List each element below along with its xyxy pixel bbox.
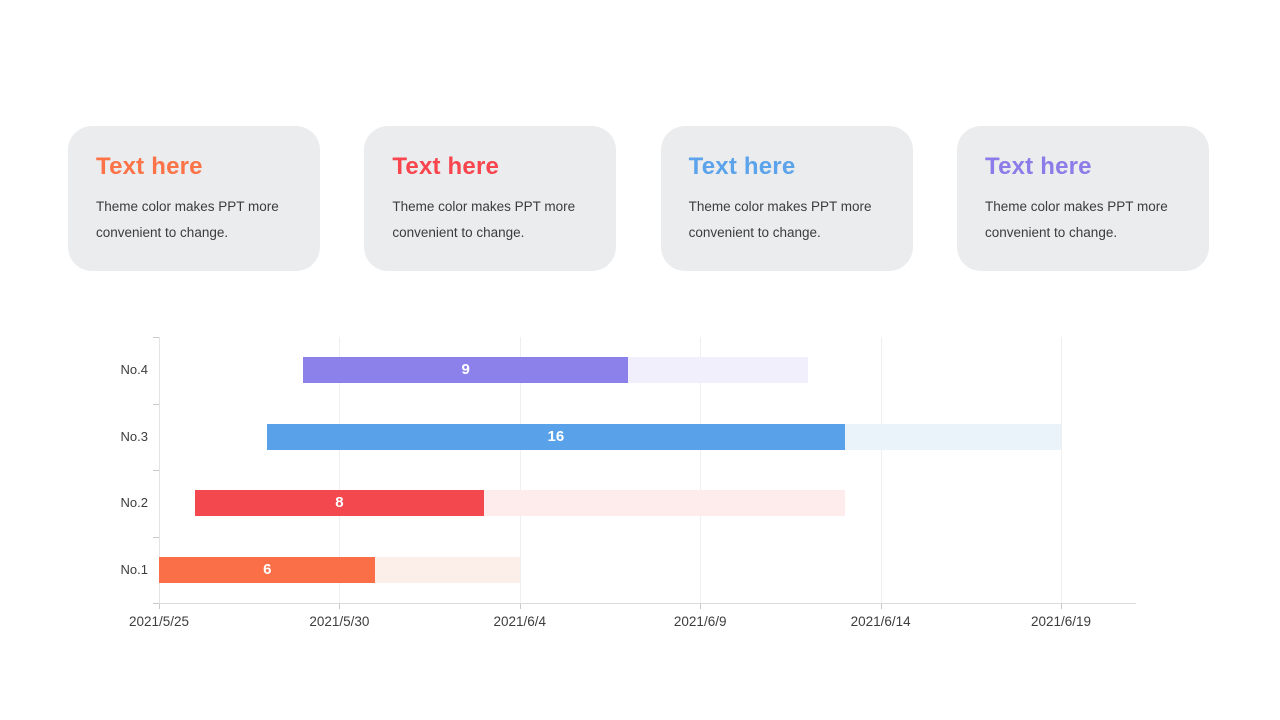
- card-title: Text here: [392, 153, 500, 180]
- gantt-bar: [267, 423, 845, 450]
- text-card-4: Text here Theme color makes PPT more con…: [956, 126, 1209, 271]
- y-axis-tick: [153, 536, 159, 538]
- gridline: [1061, 337, 1062, 603]
- y-axis-tick: [153, 403, 159, 405]
- y-axis-label: No.4: [120, 362, 148, 378]
- gridline: [339, 337, 341, 603]
- x-tick-label: 2021/5/30: [309, 614, 370, 629]
- gridline: [519, 337, 521, 603]
- card-title: Text here: [96, 153, 203, 180]
- bar-value-label: 8: [335, 494, 344, 512]
- cards-row: Text here Theme color makes PPT more con…: [68, 126, 1209, 271]
- gantt-bar: [195, 490, 484, 517]
- y-axis-tick: [153, 603, 159, 604]
- bar-value-label: 6: [263, 560, 272, 578]
- bar-value-label: 16: [547, 427, 565, 445]
- x-axis-tick: [700, 604, 702, 609]
- x-axis-line: [158, 603, 1136, 604]
- x-axis-tick: [1061, 604, 1062, 609]
- x-axis-tick: [880, 604, 882, 609]
- x-tick-label: 2021/6/4: [493, 614, 547, 629]
- card-body: Theme color makes PPT more convenient to…: [688, 199, 872, 240]
- bar-value-label: 9: [461, 361, 470, 379]
- card-title: Text here: [688, 153, 796, 180]
- gantt-bar: [159, 556, 376, 583]
- y-axis-tick: [153, 337, 159, 338]
- text-card-3: Text here Theme color makes PPT more con…: [660, 126, 913, 271]
- card-body: Theme color makes PPT more convenient to…: [392, 199, 576, 240]
- y-axis-line: [159, 337, 160, 604]
- card-body: Theme color makes PPT more convenient to…: [984, 199, 1168, 240]
- x-tick-label: 2021/6/19: [1030, 614, 1092, 629]
- text-card-1: Text here Theme color makes PPT more con…: [68, 126, 320, 271]
- x-axis-tick: [519, 604, 521, 609]
- card-title: Text here: [984, 153, 1092, 180]
- text-card-2: Text here Theme color makes PPT more con…: [364, 126, 617, 271]
- gantt-chart: 2021/5/25 2021/5/30 2021/6/4 2021/6/9 2021/6…: [121, 337, 1136, 629]
- x-axis-tick: [159, 604, 160, 609]
- x-tick-label: 2021/6/14: [850, 614, 911, 629]
- y-axis-label: No.3: [120, 428, 148, 444]
- y-axis-label: No.2: [120, 495, 148, 511]
- card-body: Theme color makes PPT more convenient to…: [96, 199, 279, 240]
- gantt-bar: [303, 357, 629, 384]
- y-axis-tick: [153, 470, 159, 471]
- x-axis-tick: [339, 604, 341, 609]
- x-tick-label: 2021/5/25: [128, 614, 190, 629]
- y-axis-label: No.1: [120, 561, 148, 577]
- gridline: [880, 337, 882, 603]
- gridline: [700, 337, 702, 603]
- x-tick-label: 2021/6/9: [673, 614, 727, 629]
